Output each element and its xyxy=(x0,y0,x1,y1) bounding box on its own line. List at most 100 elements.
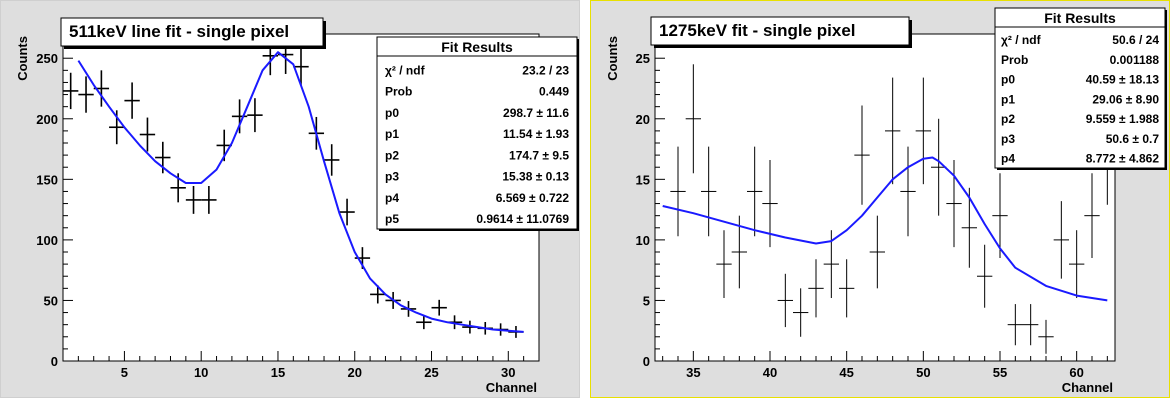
y-tick-label: 20 xyxy=(636,112,650,127)
stats-row-value: 0.449 xyxy=(539,85,569,99)
data-point xyxy=(185,185,202,214)
y-tick-label: 25 xyxy=(636,51,650,66)
data-point xyxy=(869,215,885,289)
y-tick-label: 0 xyxy=(51,354,58,369)
y-tick-label: 50 xyxy=(44,293,58,308)
y-tick-label: 250 xyxy=(36,51,58,66)
stats-row-name: Prob xyxy=(385,85,412,99)
fit-curve xyxy=(77,51,524,333)
data-point xyxy=(961,187,977,268)
data-point xyxy=(324,144,340,176)
x-tick-label: 35 xyxy=(686,365,700,380)
data-point xyxy=(716,230,732,299)
data-point xyxy=(701,146,717,237)
data-point xyxy=(747,146,763,237)
stats-row-name: p0 xyxy=(1001,73,1015,87)
stats-row-value: 50.6 / 24 xyxy=(1112,33,1159,47)
stats-header: Fit Results xyxy=(441,39,513,55)
stats-row-name: Prob xyxy=(1001,53,1028,67)
y-tick-label: 15 xyxy=(636,172,650,187)
y-tick-label: 200 xyxy=(36,112,58,127)
data-point xyxy=(793,288,809,337)
stats-row-value: 8.772 ± 4.862 xyxy=(1086,151,1160,165)
x-tick-label: 20 xyxy=(348,365,362,380)
data-point xyxy=(124,82,140,119)
data-point xyxy=(731,215,747,289)
chart-title: 1275keV fit - single pixel xyxy=(659,21,856,40)
stats-row-name: p1 xyxy=(1001,92,1015,106)
y-axis-title: Counts xyxy=(605,36,620,81)
x-tick-label: 60 xyxy=(1069,365,1083,380)
data-point xyxy=(139,117,156,152)
stats-row-value: 298.7 ± 11.6 xyxy=(503,106,569,120)
data-point xyxy=(854,105,870,205)
stats-row-value: 0.001188 xyxy=(1110,53,1160,67)
data-point xyxy=(762,159,778,248)
data-point xyxy=(78,76,94,113)
data-point xyxy=(685,64,701,174)
chart-title: 511keV line fit - single pixel xyxy=(69,22,289,41)
stats-row-name: p1 xyxy=(385,127,399,141)
x-tick-label: 30 xyxy=(501,365,515,380)
stats-row-value: 174.7 ± 9.5 xyxy=(509,148,569,162)
data-point xyxy=(293,47,309,86)
stats-row-name: χ² / ndf xyxy=(385,63,426,77)
data-point xyxy=(1053,201,1069,279)
x-tick-label: 55 xyxy=(993,365,1007,380)
x-tick-label: 50 xyxy=(916,365,930,380)
stats-row-name: p5 xyxy=(385,212,399,226)
stats-row-value: 29.06 ± 8.90 xyxy=(1092,92,1159,106)
data-point xyxy=(777,273,793,328)
x-tick-label: 40 xyxy=(763,365,777,380)
fit-curve xyxy=(662,156,1108,302)
stats-row-value: 0.9614 ± 11.0769 xyxy=(476,212,569,226)
x-axis-title: Channel xyxy=(486,380,537,395)
stats-row-name: p0 xyxy=(385,106,399,120)
stats-box xyxy=(376,36,578,230)
data-point xyxy=(670,146,686,237)
stats-row-name: χ² / ndf xyxy=(1001,33,1042,47)
data-point xyxy=(431,299,447,316)
stats-row-value: 40.59 ± 18.13 xyxy=(1086,73,1160,87)
data-point xyxy=(839,259,855,318)
data-point xyxy=(416,315,432,330)
data-point xyxy=(900,146,916,237)
title-box xyxy=(650,16,910,46)
stats-box xyxy=(994,7,1166,169)
stats-row-name: p3 xyxy=(1001,132,1015,146)
x-tick-label: 15 xyxy=(271,365,285,380)
stats-row-value: 6.569 ± 0.722 xyxy=(496,191,570,205)
data-point xyxy=(1023,304,1039,346)
stats-row-value: 15.38 ± 0.13 xyxy=(502,170,569,184)
stats-row-name: p3 xyxy=(385,170,399,184)
x-tick-label: 45 xyxy=(839,365,853,380)
data-point xyxy=(1007,304,1023,346)
data-point xyxy=(201,185,217,214)
stats-row-value: 11.54 ± 1.93 xyxy=(503,127,569,141)
y-axis-title: Counts xyxy=(15,36,30,81)
x-axis-title: Channel xyxy=(1062,380,1113,395)
stats-row-name: p2 xyxy=(1001,112,1015,126)
y-tick-label: 5 xyxy=(643,293,650,308)
data-point xyxy=(63,72,79,110)
stats-row-name: p2 xyxy=(385,148,399,162)
stats-row-value: 23.2 / 23 xyxy=(522,63,569,77)
data-point xyxy=(808,259,824,318)
stats-row-name: p4 xyxy=(385,191,399,205)
stats-row-value: 9.559 ± 1.988 xyxy=(1086,112,1160,126)
stats-row-name: p4 xyxy=(1001,151,1015,165)
x-tick-label: 25 xyxy=(424,365,438,380)
y-tick-label: 10 xyxy=(636,233,650,248)
canvas-left: 0 50 100 150 200 250 5 10 15 20 25 30 Channel Counts 5… xyxy=(0,0,580,398)
y-tick-label: 0 xyxy=(643,354,650,369)
data-point xyxy=(339,198,355,226)
data-point xyxy=(992,173,1008,259)
data-point xyxy=(370,285,386,304)
stats-row-value: 50.6 ± 0.7 xyxy=(1106,132,1160,146)
data-point xyxy=(1038,319,1054,354)
x-tick-label: 10 xyxy=(194,365,208,380)
data-point xyxy=(1084,173,1100,259)
data-point xyxy=(915,77,931,185)
